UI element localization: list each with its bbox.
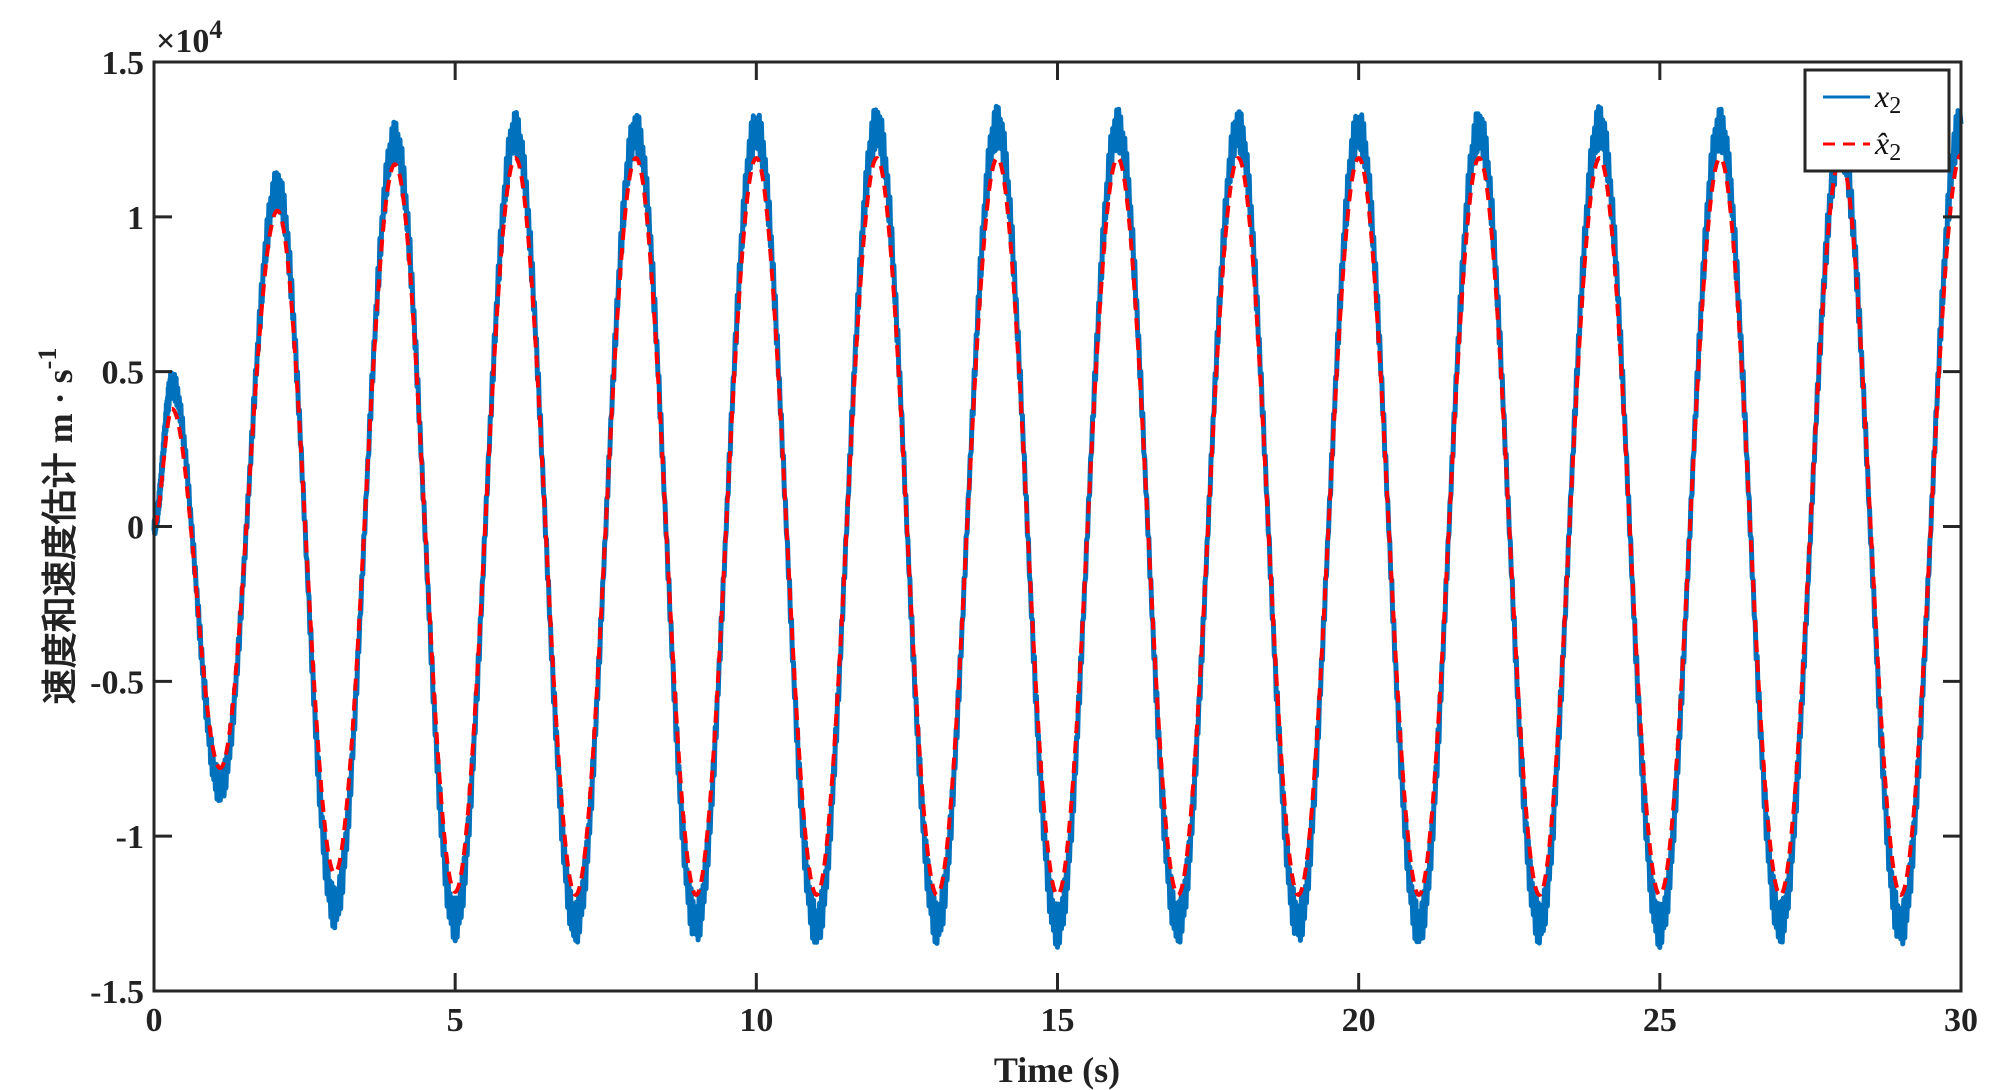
x-axis-label: Time (s) <box>994 1050 1120 1090</box>
y-tick-label: 1.5 <box>102 45 145 82</box>
x-tick-label: 30 <box>1944 1002 1978 1039</box>
y-tick-label: 1 <box>127 200 144 237</box>
y-tick-label: 0.5 <box>102 355 145 392</box>
x-tick-label: 0 <box>146 1002 163 1039</box>
y-tick-label: -1.5 <box>90 974 144 1011</box>
legend-label-x2-hat: x̂2 <box>1874 125 1901 166</box>
y-tick-label: -1 <box>116 819 144 856</box>
x-tick-label: 15 <box>1041 1002 1075 1039</box>
y-tick-label: 0 <box>127 510 144 547</box>
x-tick-label: 10 <box>739 1002 773 1039</box>
x-tick-label: 20 <box>1342 1002 1376 1039</box>
legend[interactable]: x2 x̂2 <box>1803 68 1951 173</box>
y-tick-label: -0.5 <box>90 664 144 701</box>
series-layer <box>151 103 1964 950</box>
y-axis-label: 速度和速度估计 m · s-1 <box>33 348 80 705</box>
y-exponent: ×104 <box>156 15 222 60</box>
legend-label-x2: x2 <box>1874 78 1901 119</box>
x-tick-label: 25 <box>1643 1002 1677 1039</box>
series-line-x2-hat <box>152 153 1962 897</box>
series-line-x2 <box>151 103 1964 950</box>
ticks: 0 5 10 15 20 25 30 1.5 1 0.5 0 -0.5 -1 -1.5 <box>90 45 1978 1039</box>
legend-box <box>1803 68 1951 173</box>
x-tick-label: 5 <box>447 1002 464 1039</box>
